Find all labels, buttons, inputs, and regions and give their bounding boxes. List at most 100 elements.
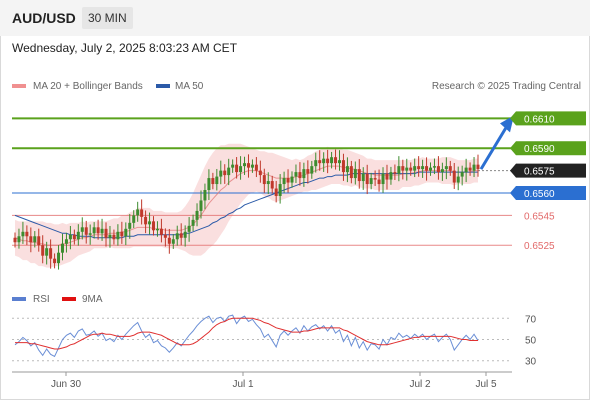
candle-body bbox=[432, 166, 436, 168]
candle-body bbox=[80, 227, 84, 232]
level-tag-pointer-0.6560 bbox=[510, 186, 516, 200]
time-tick-label-3: Jul 5 bbox=[475, 379, 497, 390]
candle-body bbox=[29, 236, 33, 243]
candle-body bbox=[144, 216, 148, 225]
candle-body bbox=[175, 233, 179, 240]
candle-body bbox=[290, 176, 294, 183]
candle-body bbox=[37, 236, 41, 246]
candle-body bbox=[33, 236, 37, 243]
candle-body bbox=[179, 233, 183, 238]
candle-body bbox=[436, 166, 440, 173]
candle-body bbox=[53, 258, 57, 264]
level-labels: 0.6610 0.6590 0.6575 0.6560 0.6545 0.6525 bbox=[510, 111, 586, 252]
rsi-tick-70: 70 bbox=[525, 314, 537, 325]
candle-body bbox=[322, 158, 326, 164]
candle-body bbox=[57, 252, 61, 264]
forecast-arrow-shaft bbox=[479, 123, 510, 170]
candle-body bbox=[254, 164, 258, 171]
candle-body bbox=[231, 164, 235, 168]
candle-body bbox=[318, 160, 322, 164]
candle-body bbox=[13, 237, 17, 243]
candle-body bbox=[258, 170, 262, 176]
pair-title: AUD/USD bbox=[12, 10, 76, 26]
rsi-legend-label: RSI bbox=[33, 294, 50, 305]
candle-body bbox=[409, 167, 413, 171]
candle-body bbox=[187, 225, 191, 232]
timeframe-badge[interactable]: 30 MIN bbox=[82, 7, 133, 29]
candle-body bbox=[96, 227, 100, 234]
candle-body bbox=[286, 178, 290, 183]
candle-body bbox=[211, 178, 215, 185]
candle-body bbox=[112, 234, 116, 240]
bollinger-bands bbox=[15, 143, 478, 268]
candle-body bbox=[476, 164, 480, 170]
candle-body bbox=[120, 231, 124, 237]
time-tick-label-2: Jul 2 bbox=[409, 379, 431, 390]
bollinger-band-area bbox=[15, 143, 478, 268]
candle-body bbox=[60, 243, 64, 253]
candle-body bbox=[456, 176, 460, 183]
candle-body bbox=[460, 172, 464, 177]
level-lines bbox=[12, 117, 512, 246]
candle-body bbox=[330, 157, 334, 164]
ma20-line bbox=[14, 165, 478, 246]
candle-body bbox=[171, 239, 175, 244]
candle-body bbox=[104, 228, 108, 238]
candle-body bbox=[472, 164, 476, 171]
candle-body bbox=[41, 245, 45, 256]
candle-body bbox=[235, 164, 239, 173]
candle-body bbox=[183, 231, 187, 238]
candle-body bbox=[199, 200, 203, 211]
candle-body bbox=[266, 181, 270, 185]
candle-body bbox=[17, 236, 21, 243]
ma20-legend-swatch bbox=[12, 84, 26, 88]
candle-body bbox=[389, 172, 393, 180]
candle-body bbox=[49, 248, 53, 259]
candle-body bbox=[132, 215, 136, 223]
candle-body bbox=[429, 167, 433, 171]
level-label-0.6610: 0.6610 bbox=[524, 114, 555, 125]
candle-body bbox=[21, 231, 25, 237]
candle-body bbox=[155, 228, 159, 231]
candle-body bbox=[298, 172, 302, 179]
candle-body bbox=[191, 219, 195, 226]
candle-body bbox=[219, 170, 223, 177]
rsi-tick-30: 30 bbox=[525, 357, 537, 368]
level-label-0.6590: 0.6590 bbox=[524, 144, 555, 155]
candle-body bbox=[397, 166, 401, 174]
level-tag-pointer-0.6590 bbox=[510, 141, 516, 156]
candle-body bbox=[405, 167, 409, 171]
candle-body bbox=[45, 248, 49, 256]
candle-body bbox=[393, 172, 397, 174]
candle-body bbox=[148, 221, 152, 225]
candle-body bbox=[68, 234, 72, 240]
rsi-tick-50: 50 bbox=[525, 336, 537, 347]
candle-body bbox=[278, 184, 282, 196]
candle-body bbox=[215, 176, 219, 185]
candle-body bbox=[357, 169, 361, 182]
level-label-0.6525: 0.6525 bbox=[524, 241, 555, 252]
candle-body bbox=[262, 175, 266, 185]
candle-body bbox=[345, 166, 349, 173]
rsi-ma-line bbox=[15, 317, 478, 350]
forecast-arrow bbox=[479, 115, 514, 170]
rsi-line bbox=[14, 314, 479, 358]
candle-body bbox=[159, 228, 163, 235]
candle-body bbox=[337, 160, 341, 164]
candle-body bbox=[140, 209, 144, 217]
ma9-legend-label: 9MA bbox=[82, 294, 103, 305]
candle-body bbox=[195, 210, 199, 220]
candle-body bbox=[136, 209, 140, 216]
candle-body bbox=[163, 234, 167, 238]
candle-body bbox=[425, 166, 429, 171]
candle-body bbox=[369, 178, 373, 185]
forecast-arrow-head bbox=[500, 115, 514, 133]
candle-body bbox=[124, 228, 128, 237]
level-tag-pointer-0.6610 bbox=[510, 111, 516, 126]
candle-body bbox=[152, 221, 156, 231]
candle-body bbox=[246, 163, 250, 168]
candle-body bbox=[128, 222, 132, 229]
candle-body bbox=[452, 170, 456, 183]
ma9-legend-swatch bbox=[62, 297, 76, 301]
